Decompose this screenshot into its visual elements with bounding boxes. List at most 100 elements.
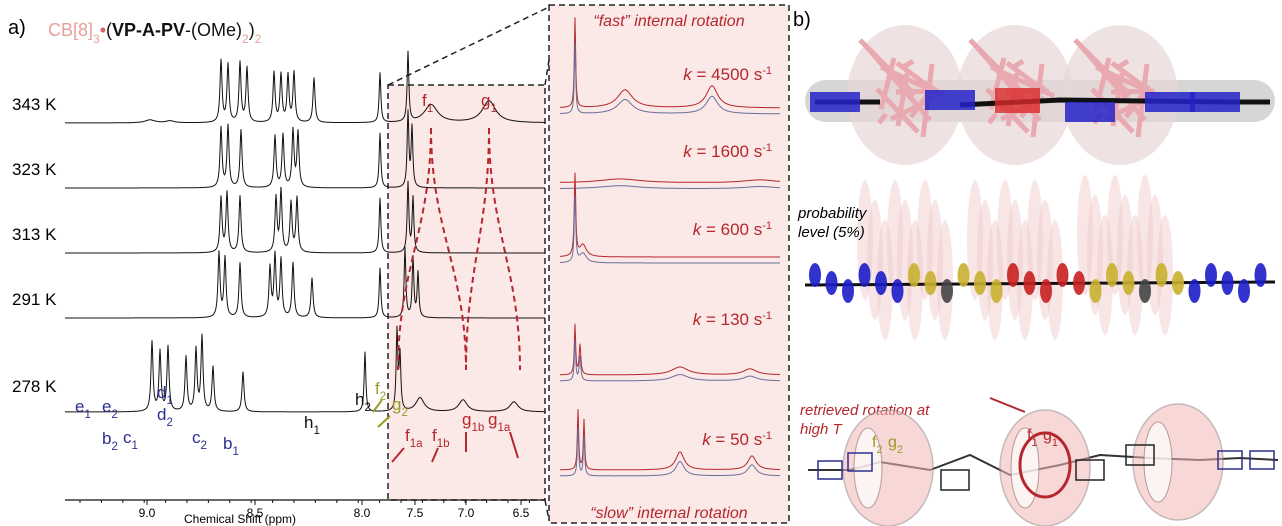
text-part: d [157,383,166,402]
text-part: 1a [410,438,423,450]
ring-hole [854,428,882,508]
panel-label: b) [793,9,811,31]
text-part: = 1600 s [692,142,762,161]
atom [1189,279,1201,303]
text-part: 1 [232,446,238,458]
zoom-connector [545,60,549,85]
temperature-label: 291 K [12,290,57,309]
x-tick-label: 7.5 [407,506,424,520]
peak-label: h1 [304,413,320,437]
atom [1156,263,1168,287]
text-part: CB[8] [48,20,93,40]
text-part: 2 [111,409,117,421]
text-part: b [102,429,111,448]
arrow [373,400,382,412]
temperature-label: 343 K [12,95,57,114]
text-part: -1 [762,142,772,154]
peak-label: f2 [375,379,386,403]
x-tick-label: 7.0 [458,506,475,520]
peak-label: d1 [157,383,173,407]
atom [941,279,953,303]
peak-label: e2 [102,397,118,421]
text-part: 2 [401,407,407,419]
rate-label: k = 50 s-1 [702,430,772,449]
text-part: e [102,397,111,416]
atom [991,279,1003,303]
atom [974,271,986,295]
text-part: = 50 s [711,430,763,449]
text-part: e [75,397,84,416]
panel-title: CB[8]3•(VP-A-PV-(OMe)2)2 [48,20,262,46]
phenyl [941,470,969,490]
annotation: high T [800,421,844,438]
pyridinium [1065,102,1115,122]
peak-label: c1 [123,428,138,452]
text-part: g [481,91,490,110]
zoom-connector [388,7,549,85]
text-part: d [157,405,166,424]
pyridinium [1190,92,1240,112]
text-part: 1a [497,422,510,434]
text-part: 2 [111,441,117,453]
temperature-label: 313 K [12,225,57,244]
atom [1222,271,1234,295]
x-tick-label: 6.5 [513,506,530,520]
text-part: -1 [762,310,772,322]
atom [875,271,887,295]
text-part: -1 [762,430,772,442]
rate-label: k = 1600 s-1 [683,142,772,161]
text-part: g [392,395,401,414]
text-part: = 4500 s [692,65,762,84]
text-part: 1 [1052,437,1058,449]
text-part: 1 [1031,437,1037,449]
atom [1139,279,1151,303]
atom [1172,271,1184,295]
x-axis-label: Chemical Shift (ppm) [184,512,296,526]
text-part: 1 [490,103,496,115]
text-part: 1 [132,440,138,452]
pyridinium [810,92,860,112]
atom [826,271,838,295]
text-part: 2 [876,444,882,456]
arrow [990,398,1025,412]
atom [925,271,937,295]
atom [1238,279,1250,303]
atom [1123,271,1135,295]
annotation: level (5%) [798,224,865,241]
atom [1024,271,1036,295]
text-part: -(OMe) [185,20,242,40]
annotation: retrieved rotation at [800,402,930,419]
text-part: g [488,410,497,429]
temperature-label: 323 K [12,160,57,179]
atom [892,279,904,303]
text-part: 2 [897,444,903,456]
annotation: probability [797,205,868,222]
pyridinium [1145,92,1195,112]
figure: a)CB[8]3•(VP-A-PV-(OMe)2)2343 K323 K313 … [0,0,1282,526]
text-part: h [304,413,313,432]
atom [1057,263,1069,287]
anthracene [995,88,1040,113]
rate-label: k = 4500 s-1 [683,65,772,84]
text-part: g [462,410,471,429]
atom [809,263,821,287]
atom [1106,263,1118,287]
text-part: = 130 s [701,310,762,329]
atom [1090,279,1102,303]
peak-label: d2 [157,405,173,429]
text-part: 2 [364,402,370,414]
text-part: 1 [84,409,90,421]
atom [842,279,854,303]
atom [859,263,871,287]
text-part: 2 [255,32,262,46]
x-tick-label: 8.0 [354,506,371,520]
atom [1040,279,1052,303]
ring-hole [1144,422,1172,502]
text-part: VP-A-PV [112,20,185,40]
text-part: -1 [762,220,772,232]
text-part: 1b [471,422,484,434]
temperature-label: 278 K [12,377,57,396]
text-part: g [1043,427,1052,444]
peak-label: b1 [223,434,239,458]
atom [908,263,920,287]
